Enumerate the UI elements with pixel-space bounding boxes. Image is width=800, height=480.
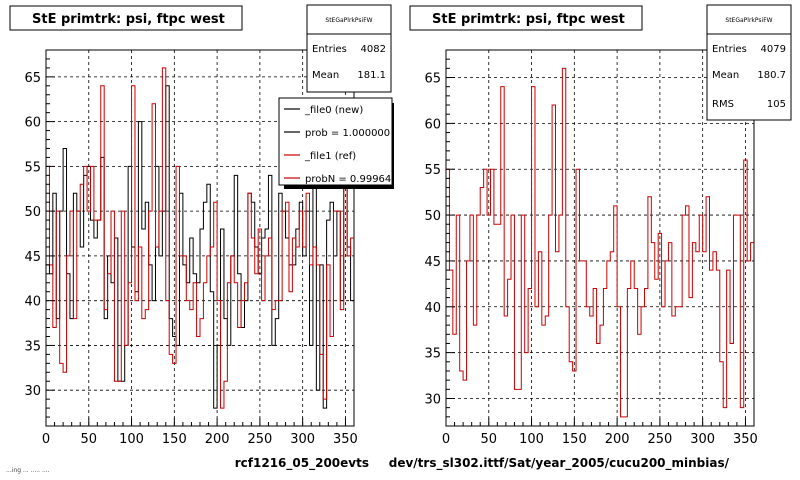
right-xtick-label-150: 150 xyxy=(562,432,587,447)
right-ytick-label-35: 35 xyxy=(424,347,441,362)
left-entries-value: 4082 xyxy=(361,44,386,55)
left-series-1 xyxy=(46,67,354,409)
left-xtick-label-350: 350 xyxy=(333,432,358,447)
left-ytick-label-35: 35 xyxy=(24,339,41,354)
legend-label-0: _file0 (new) xyxy=(304,105,363,116)
right-ytick-label-60: 60 xyxy=(424,117,441,132)
left-title: StE primtrk: psi, ftpc west xyxy=(32,12,225,27)
right-title-box xyxy=(409,5,643,31)
left-xtick-label-0: 0 xyxy=(42,432,50,447)
left-ytick-label-50: 50 xyxy=(24,205,41,220)
right-pad: StE primtrk: psi, ftpc west 30 35 40 45 50 55… xyxy=(389,4,792,471)
right-xtick-label-100: 100 xyxy=(519,432,544,447)
right-entries-label: Entries xyxy=(712,44,747,55)
left-mean-value: 181.1 xyxy=(357,70,386,81)
legend-label-3: probN = 0.99964 xyxy=(305,174,391,185)
left-mean-label: Mean xyxy=(312,70,339,81)
legend-label-1: prob = 1.000000 xyxy=(305,128,390,139)
left-ytick-label-65: 65 xyxy=(24,71,41,86)
right-xtick-label-50: 50 xyxy=(481,432,498,447)
left-footnote: ...ing ... ..... .... xyxy=(6,467,50,474)
legend-label-2: _file1 (ref) xyxy=(304,151,356,162)
right-xtick-label-0: 0 xyxy=(442,432,450,447)
right-xtick-label-350: 350 xyxy=(733,432,758,447)
left-xtick-label-200: 200 xyxy=(205,432,230,447)
left-ytick-label-40: 40 xyxy=(24,295,41,310)
left-xtick-label-250: 250 xyxy=(247,432,272,447)
left-ytick-label-60: 60 xyxy=(24,116,41,131)
left-ytick-label-55: 55 xyxy=(24,160,41,175)
left-entries-label: Entries xyxy=(312,44,347,55)
left-legend-items: _file0 (new) prob = 1.000000 _file1 (ref) p… xyxy=(284,105,391,185)
left-xtick-label-50: 50 xyxy=(81,432,98,447)
right-xlabel: dev/trs_sl302.ittf/Sat/year_2005/cucu200… xyxy=(389,456,730,471)
left-ytick-label-30: 30 xyxy=(24,384,41,399)
right-ytick-label-65: 65 xyxy=(424,72,441,87)
right-ytick-label-50: 50 xyxy=(424,209,441,224)
right-series-0 xyxy=(446,67,754,418)
left-xtick-label-150: 150 xyxy=(162,432,187,447)
right-mean-value: 180.7 xyxy=(757,70,786,81)
right-ytick-label-45: 45 xyxy=(424,255,441,270)
right-rms-value: 105 xyxy=(767,99,786,110)
right-stats-head: StEGaPlrkPsiFW xyxy=(725,17,772,24)
left-y-axis: 30 35 40 45 50 55 60 65 xyxy=(24,49,55,427)
right-histograms xyxy=(446,67,754,418)
right-title: StE primtrk: psi, ftpc west xyxy=(432,12,625,27)
right-entries-value: 4079 xyxy=(761,44,786,55)
right-xtick-label-300: 300 xyxy=(690,432,715,447)
right-y-axis: 30 35 40 45 50 55 60 65 xyxy=(424,49,455,427)
right-x-axis: 0 50 100 150 200 250 300 350 xyxy=(442,418,758,447)
right-xtick-label-200: 200 xyxy=(605,432,630,447)
left-x-axis: 0 50 100 150 200 250 300 350 xyxy=(42,418,358,447)
right-mean-label: Mean xyxy=(712,70,739,81)
right-xtick-label-250: 250 xyxy=(647,432,672,447)
left-stats-box xyxy=(306,4,392,93)
left-pad: StE primtrk: psi, ftpc west 30 35 40 45 50 55… xyxy=(6,4,394,474)
left-xtick-label-100: 100 xyxy=(119,432,144,447)
right-stats-box xyxy=(706,4,792,121)
left-title-box xyxy=(9,5,243,31)
right-ytick-label-40: 40 xyxy=(424,301,441,316)
left-xtick-label-300: 300 xyxy=(290,432,315,447)
left-stats-head: StEGaPlrkPsiFW xyxy=(325,17,372,24)
right-ytick-label-30: 30 xyxy=(424,392,441,407)
right-rms-label: RMS xyxy=(712,99,734,110)
left-xlabel: rcf1216_05_200evts xyxy=(235,456,369,471)
left-ytick-label-45: 45 xyxy=(24,250,41,265)
right-ytick-label-55: 55 xyxy=(424,163,441,178)
left-histograms xyxy=(46,67,354,409)
left-legend xyxy=(278,97,393,186)
